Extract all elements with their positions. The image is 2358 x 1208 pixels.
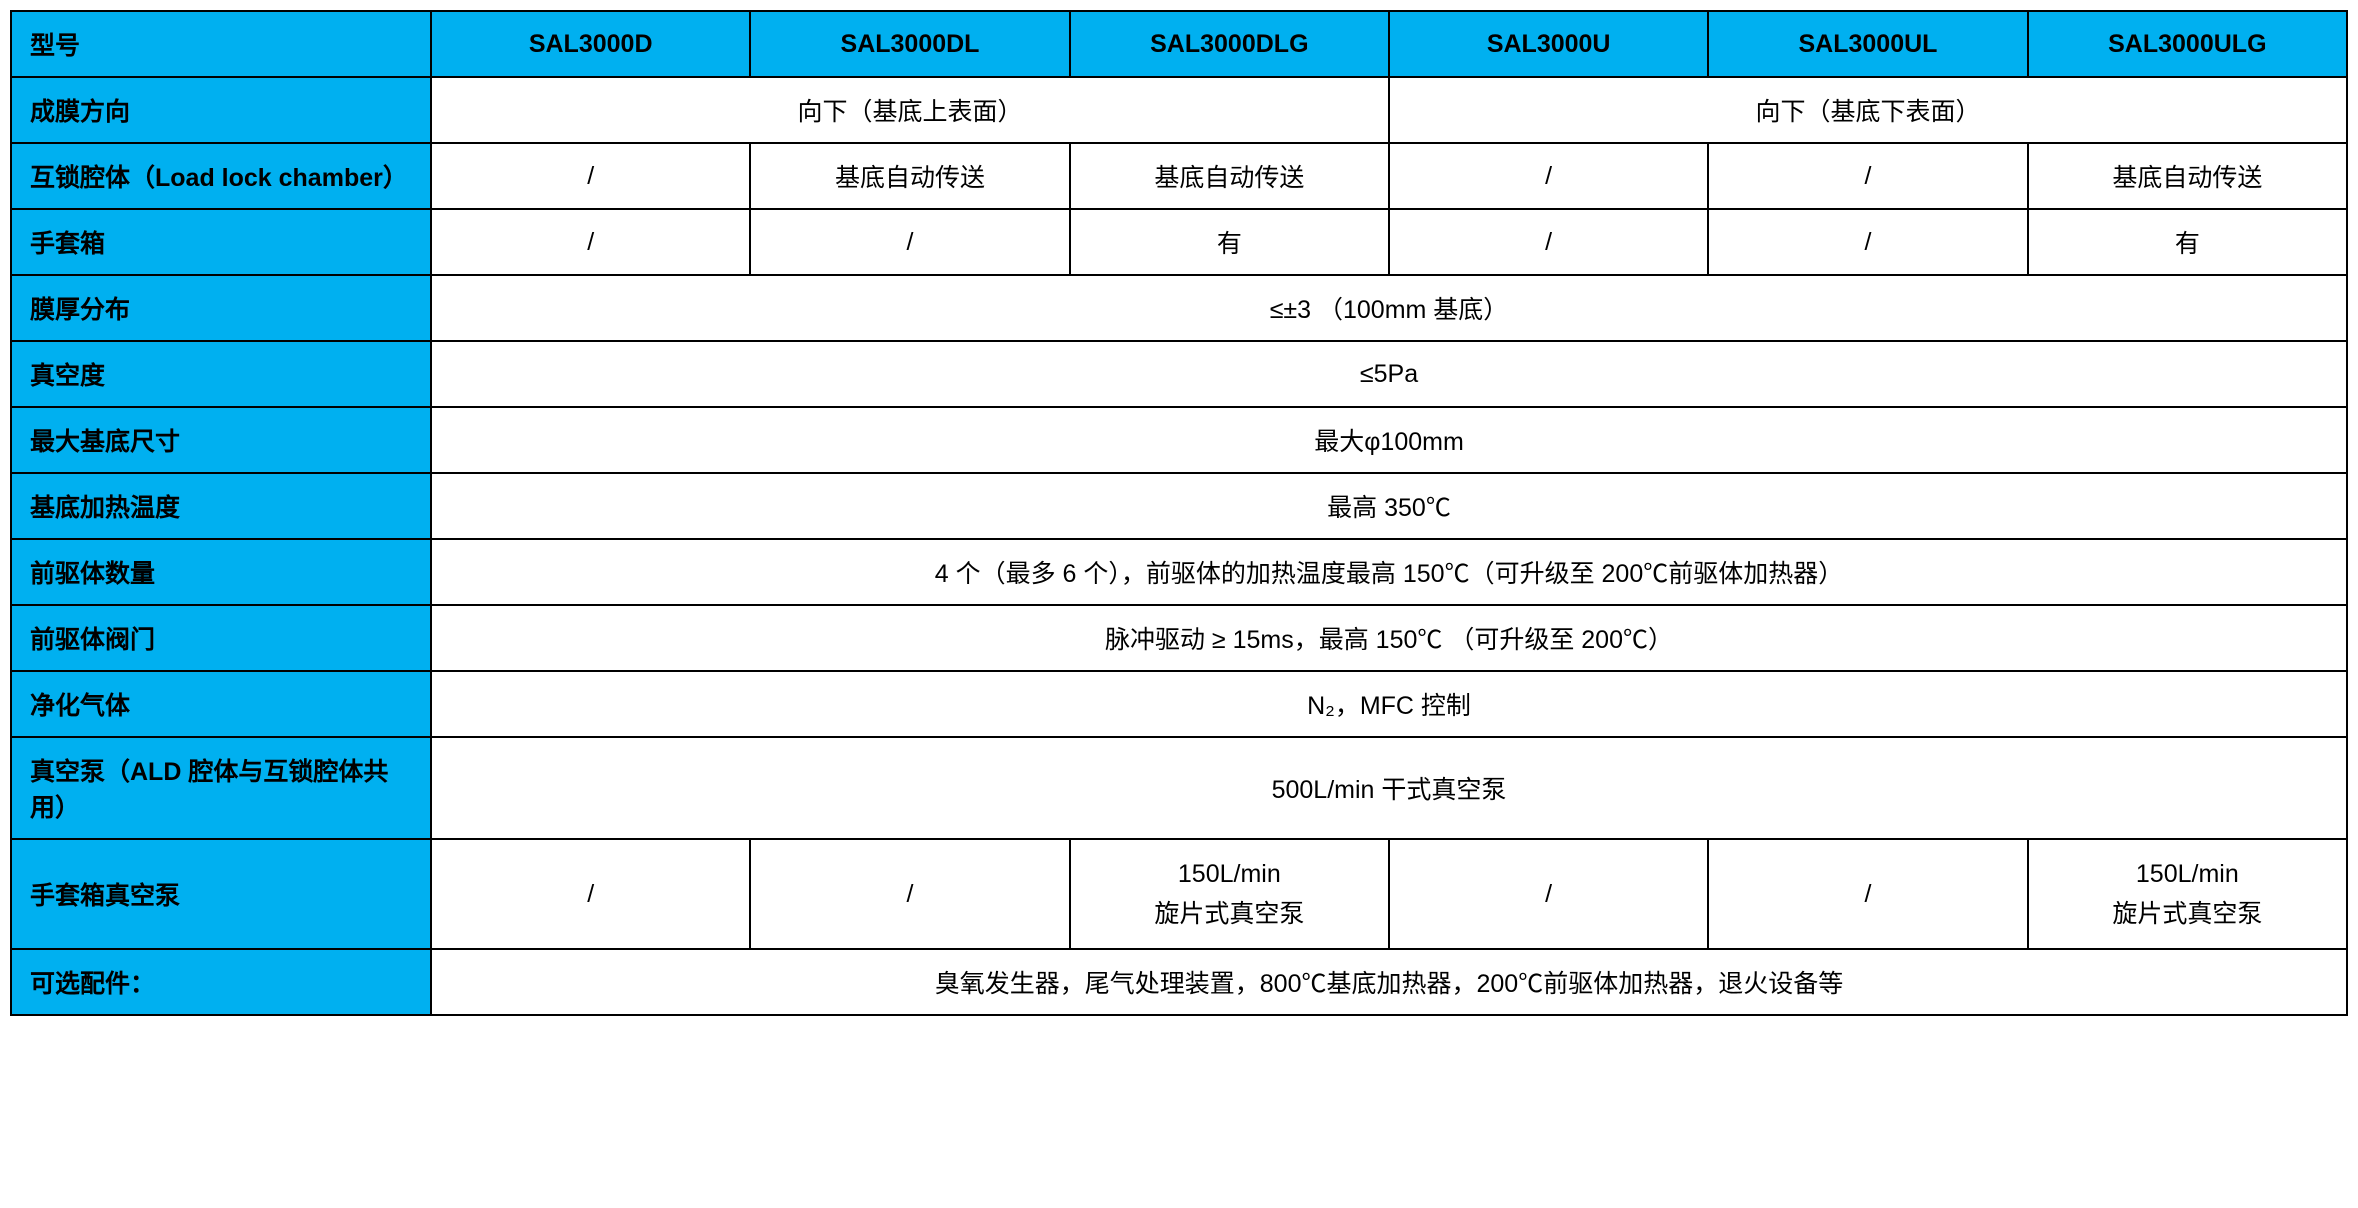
row-optional: 可选配件： 臭氧发生器，尾气处理装置，800℃基底加热器，200℃前驱体加热器，… (11, 949, 2347, 1015)
cell: N₂，MFC 控制 (431, 671, 2347, 737)
cell: 有 (1070, 209, 1389, 275)
cell: / (431, 209, 750, 275)
cell: / (431, 839, 750, 949)
cell: ≤5Pa (431, 341, 2347, 407)
cell: 向下（基底下表面） (1389, 77, 2347, 143)
cell: / (431, 143, 750, 209)
row-label: 成膜方向 (11, 77, 431, 143)
spec-table: 型号 SAL3000D SAL3000DL SAL3000DLG SAL3000… (10, 10, 2348, 1016)
col-header-2: SAL3000DL (750, 11, 1069, 77)
cell: / (1708, 143, 2027, 209)
row-label: 手套箱真空泵 (11, 839, 431, 949)
cell-line1: 150L/min (1178, 860, 1281, 888)
row-thickness: 膜厚分布 ≤±3 （100mm 基底） (11, 275, 2347, 341)
row-precursor-valve: 前驱体阀门 脉冲驱动 ≥ 15ms，最高 150℃ （可升级至 200℃） (11, 605, 2347, 671)
cell-line2: 旋片式真空泵 (2112, 900, 2262, 928)
cell: 脉冲驱动 ≥ 15ms，最高 150℃ （可升级至 200℃） (431, 605, 2347, 671)
cell: / (1389, 209, 1708, 275)
row-label: 最大基底尺寸 (11, 407, 431, 473)
row-label: 可选配件： (11, 949, 431, 1015)
row-label: 真空度 (11, 341, 431, 407)
cell: 向下（基底上表面） (431, 77, 1389, 143)
row-label: 前驱体数量 (11, 539, 431, 605)
row-film-direction: 成膜方向 向下（基底上表面） 向下（基底下表面） (11, 77, 2347, 143)
cell: 500L/min 干式真空泵 (431, 737, 2347, 839)
row-label: 膜厚分布 (11, 275, 431, 341)
cell-line2: 旋片式真空泵 (1154, 900, 1304, 928)
row-label: 前驱体阀门 (11, 605, 431, 671)
cell: 有 (2028, 209, 2347, 275)
cell: 基底自动传送 (750, 143, 1069, 209)
row-label: 净化气体 (11, 671, 431, 737)
row-load-lock: 互锁腔体（Load lock chamber） / 基底自动传送 基底自动传送 … (11, 143, 2347, 209)
cell: 最大φ100mm (431, 407, 2347, 473)
cell: / (750, 839, 1069, 949)
cell: 4 个（最多 6 个），前驱体的加热温度最高 150℃（可升级至 200℃前驱体… (431, 539, 2347, 605)
row-label: 基底加热温度 (11, 473, 431, 539)
row-vacuum-pump: 真空泵（ALD 腔体与互锁腔体共用） 500L/min 干式真空泵 (11, 737, 2347, 839)
col-header-5: SAL3000UL (1708, 11, 2027, 77)
col-header-6: SAL3000ULG (2028, 11, 2347, 77)
row-label: 手套箱 (11, 209, 431, 275)
header-row: 型号 SAL3000D SAL3000DL SAL3000DLG SAL3000… (11, 11, 2347, 77)
row-label: 互锁腔体（Load lock chamber） (11, 143, 431, 209)
col-header-1: SAL3000D (431, 11, 750, 77)
row-max-size: 最大基底尺寸 最大φ100mm (11, 407, 2347, 473)
row-glovebox-pump: 手套箱真空泵 / / 150L/min 旋片式真空泵 / / 150L/min … (11, 839, 2347, 949)
row-heat-temp: 基底加热温度 最高 350℃ (11, 473, 2347, 539)
row-label: 真空泵（ALD 腔体与互锁腔体共用） (11, 737, 431, 839)
cell: / (1708, 209, 2027, 275)
cell: 150L/min 旋片式真空泵 (1070, 839, 1389, 949)
row-glovebox: 手套箱 / / 有 / / 有 (11, 209, 2347, 275)
row-precursor-count: 前驱体数量 4 个（最多 6 个），前驱体的加热温度最高 150℃（可升级至 2… (11, 539, 2347, 605)
row-purge-gas: 净化气体 N₂，MFC 控制 (11, 671, 2347, 737)
col-header-4: SAL3000U (1389, 11, 1708, 77)
header-label: 型号 (11, 11, 431, 77)
cell: / (1708, 839, 2027, 949)
cell: / (750, 209, 1069, 275)
cell: 臭氧发生器，尾气处理装置，800℃基底加热器，200℃前驱体加热器，退火设备等 (431, 949, 2347, 1015)
col-header-3: SAL3000DLG (1070, 11, 1389, 77)
cell-line1: 150L/min (2136, 860, 2239, 888)
cell: ≤±3 （100mm 基底） (431, 275, 2347, 341)
cell: / (1389, 839, 1708, 949)
row-vacuum: 真空度 ≤5Pa (11, 341, 2347, 407)
cell: / (1389, 143, 1708, 209)
cell: 150L/min 旋片式真空泵 (2028, 839, 2347, 949)
cell: 基底自动传送 (2028, 143, 2347, 209)
cell: 最高 350℃ (431, 473, 2347, 539)
cell: 基底自动传送 (1070, 143, 1389, 209)
